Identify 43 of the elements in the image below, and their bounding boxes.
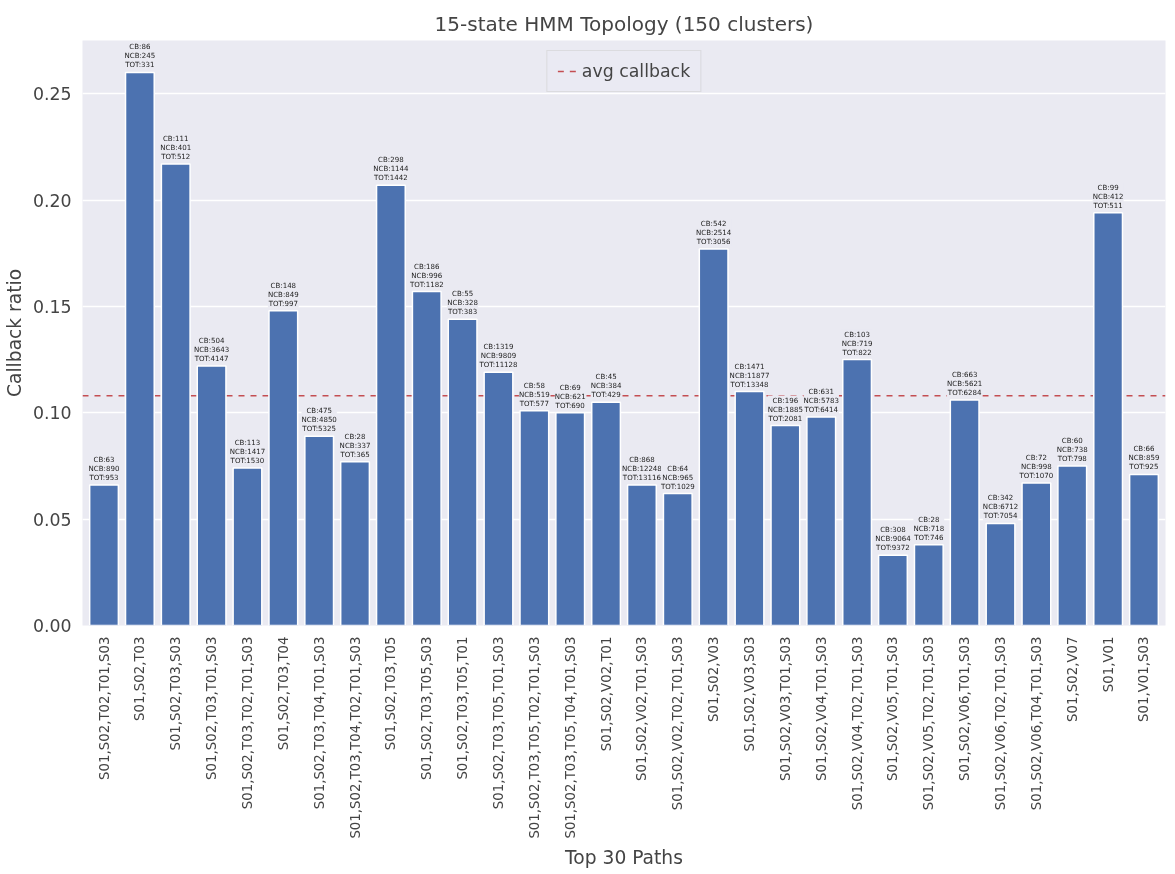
x-tick-label: S01,S02,T03,T05,T01,S03: [490, 636, 506, 810]
x-tick-label: S01,S02,T03,T05,S03: [419, 636, 435, 780]
x-tick-label: S01,S02,T03,T05,T04,T01,S03: [562, 636, 578, 839]
x-tick-label: S01,S02,T03,S03: [168, 636, 184, 751]
y-tick-label: 0.25: [32, 84, 72, 105]
bar: [877, 554, 909, 626]
x-tick-label: S01,S02,V05,T02,T01,S03: [921, 636, 937, 811]
x-tick-label: S01,S02,T03,T05,T01: [455, 636, 471, 780]
x-tick-label: S01,S02,V03: [706, 636, 722, 722]
x-tick-label: S01,S02,V04,T01,S03: [813, 636, 829, 781]
x-tick-label: S01,S02,V06,T01,S03: [957, 636, 973, 781]
x-tick-label: S01,S02,T03,T01,S03: [204, 636, 220, 780]
x-tick-label: S01,S02,T03,T05: [383, 636, 399, 751]
x-tick-label: S01,S02,V02,T02,T01,S03: [670, 636, 686, 811]
y-tick-label: 0.05: [32, 509, 72, 530]
bar: [985, 522, 1016, 626]
x-tick-label: S01,S02,T03: [132, 636, 148, 721]
y-tick-label: 0.20: [32, 190, 72, 211]
y-tick-label: 0.15: [32, 296, 72, 317]
y-tick-label: 0.10: [32, 403, 72, 424]
y-tick-label: 0.00: [32, 616, 72, 636]
x-tick-label: S01,S02,V02,T01,S03: [634, 636, 650, 781]
bar: [913, 543, 944, 626]
x-tick-label: S01,S02,T03,T02,T01,S03: [239, 636, 255, 810]
x-tick-label: S01,S02,T03,T04,T02,T01,S03: [347, 636, 363, 839]
x-tick-label: S01,S02,T03,T04: [275, 636, 291, 751]
legend-label: avg callback: [581, 61, 691, 81]
x-tick-label: S01,S02,T03,T04,T01,S03: [311, 636, 327, 810]
x-tick-label: S01,S02,T02,T01,S03: [96, 636, 112, 780]
x-tick-label: S01,S02,V03,S03: [742, 636, 758, 752]
x-tick-label: S01,V01,S03: [1136, 636, 1152, 722]
x-tick-label: S01,S02,V04,T02,T01,S03: [849, 636, 865, 811]
x-tick-label: S01,V01: [1100, 636, 1116, 693]
x-tick-label: S01,S02,V03,T01,S03: [777, 636, 793, 781]
chart-title: 15-state HMM Topology (150 clusters): [434, 11, 814, 36]
x-axis-title: Top 30 Paths: [564, 846, 683, 868]
y-axis-title: Callback ratio: [3, 268, 25, 398]
x-tick-label: S01,S02,V06,T04,T01,S03: [1028, 636, 1044, 811]
x-tick-label: S01,S02,T03,T05,T02,T01,S03: [526, 636, 542, 839]
x-tick-label: S01,S02,V06,T02,T01,S03: [993, 636, 1009, 811]
x-tick-label: S01,S02,V07: [1064, 636, 1080, 722]
x-tick-label: S01,S02,V05,T01,S03: [885, 636, 901, 781]
x-tick-label: S01,S02,V02,T01: [598, 636, 614, 752]
